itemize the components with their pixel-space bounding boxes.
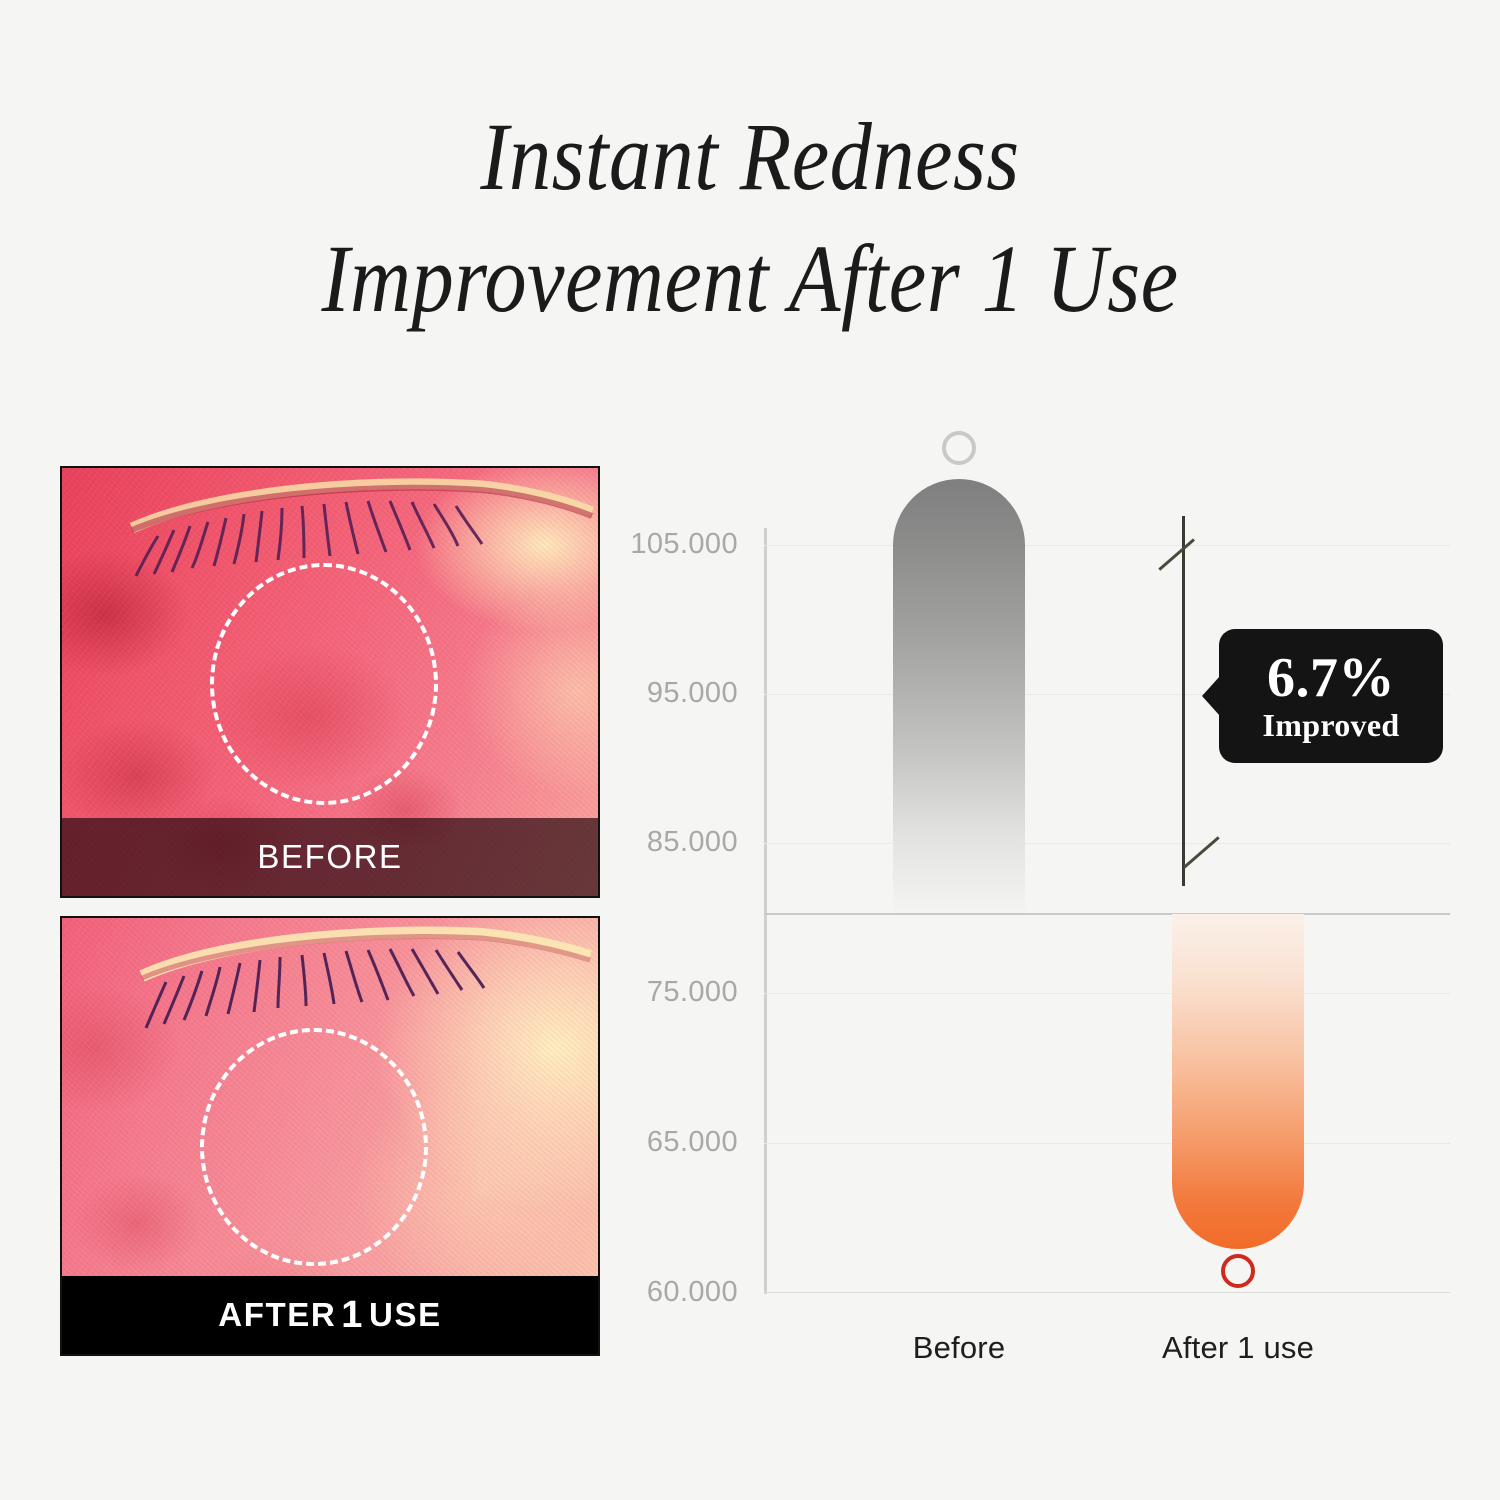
after-caption-label: AFTER 1 USE	[62, 1276, 598, 1354]
before-highlight-circle	[210, 563, 438, 805]
bracket-vertical-line	[1182, 516, 1185, 886]
improvement-badge: 6.7% Improved	[1202, 629, 1443, 763]
badge-value: 6.7%	[1267, 647, 1395, 709]
y-tick-label-95: 95.000	[646, 677, 738, 709]
gridline-65	[764, 1143, 1450, 1144]
y-tick-label-85: 85.000	[646, 826, 738, 858]
chart-plot-area: 6.7% Improved Before After 1 use	[764, 431, 1450, 1365]
badge-notch-icon	[1202, 676, 1220, 716]
gridline-85	[764, 843, 1450, 844]
before-after-photo-column: BEFORE	[60, 466, 600, 1356]
after-caption-prefix: AFTER	[218, 1296, 337, 1333]
badge-subtitle: Improved	[1262, 707, 1400, 743]
page-title-line-2: Improvement After 1 Use	[321, 225, 1179, 332]
after-highlight-circle	[200, 1028, 428, 1266]
y-tick-label-105: 105.000	[630, 528, 738, 560]
improvement-bracket	[1158, 516, 1230, 886]
before-eyelash-graphic	[62, 468, 598, 618]
bar-after-marker-icon	[1221, 1254, 1255, 1288]
redness-bar-chart: 105.000 95.000 85.000 75.000 65.000 60.0…	[620, 431, 1450, 1400]
eyelash-icon	[129, 478, 595, 577]
gridline-60-axis	[764, 1292, 1450, 1293]
after-eyelash-graphic	[62, 918, 598, 1068]
before-photo-card: BEFORE	[60, 466, 600, 898]
after-caption-suffix: USE	[369, 1296, 442, 1333]
eyelash-icon	[139, 926, 592, 1029]
page-title-line-1: Instant Redness	[480, 103, 1020, 210]
y-tick-label-65: 65.000	[646, 1126, 738, 1158]
y-axis-line	[764, 528, 767, 1294]
bracket-arrow-bottom-icon	[1183, 836, 1220, 869]
x-tick-label-after: After 1 use	[1161, 1330, 1315, 1365]
gridline-95	[764, 694, 1450, 695]
bar-before-marker-icon	[942, 431, 976, 465]
y-tick-label-75: 75.000	[646, 976, 738, 1008]
before-caption-text: BEFORE	[257, 838, 403, 875]
before-caption-label: BEFORE	[62, 818, 598, 896]
gridline-75	[764, 993, 1450, 994]
page-title: Instant Redness Improvement After 1 Use	[0, 96, 1500, 340]
bar-before[interactable]	[893, 479, 1025, 913]
after-photo-card: AFTER 1 USE	[60, 916, 600, 1356]
baseline-midline	[764, 913, 1450, 915]
gridline-105	[764, 545, 1450, 546]
after-caption-emphasis: 1	[341, 1293, 365, 1336]
y-tick-label-60: 60.000	[646, 1276, 738, 1308]
bar-after-1-use[interactable]	[1172, 914, 1304, 1249]
bracket-arrow-top-icon	[1158, 538, 1195, 571]
x-tick-label-before: Before	[912, 1330, 1006, 1365]
